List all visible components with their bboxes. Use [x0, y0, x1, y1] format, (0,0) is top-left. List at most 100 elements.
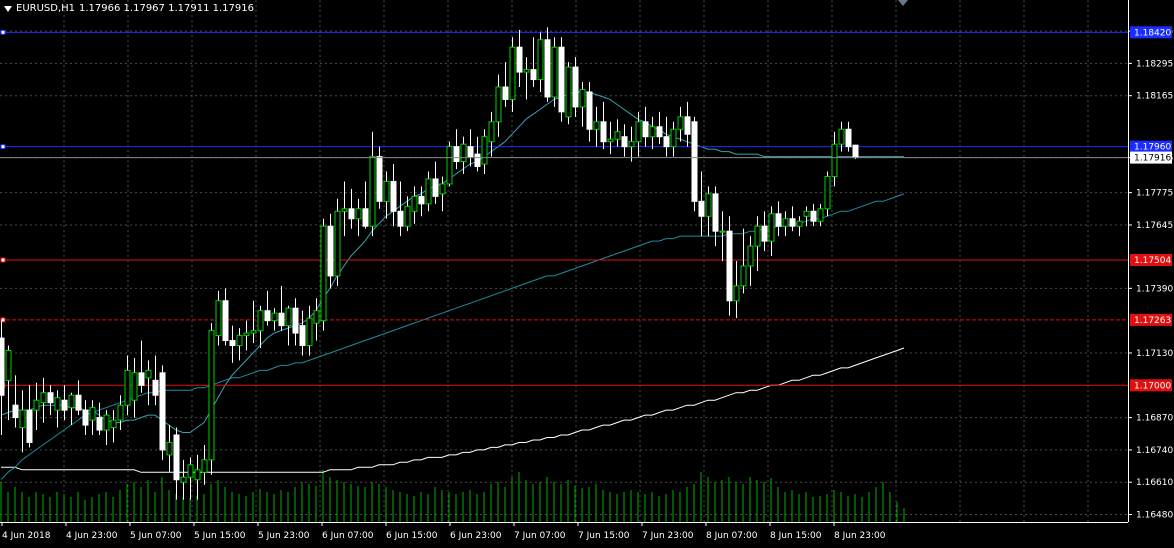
candle — [628, 126, 635, 162]
candle-body — [278, 312, 285, 327]
candle-body — [537, 39, 544, 81]
candle — [733, 261, 740, 319]
candle-body — [467, 146, 474, 158]
candle-body — [544, 39, 551, 98]
candle — [397, 181, 404, 237]
candle — [677, 106, 684, 142]
candle-body — [313, 310, 320, 324]
candle — [159, 365, 166, 460]
time-tick-label: 7 Jun 23:00 — [642, 531, 694, 541]
candle — [404, 196, 411, 232]
candle-body — [257, 310, 264, 332]
candle — [19, 390, 26, 453]
candle — [754, 216, 761, 271]
dropdown-triangle-icon[interactable] — [4, 5, 12, 12]
candle-body — [733, 285, 740, 302]
level-handle — [0, 29, 6, 35]
candle — [341, 181, 348, 237]
candle-body — [628, 141, 635, 148]
candle-body — [425, 178, 432, 205]
candle-body — [775, 213, 782, 227]
candle-body — [418, 195, 425, 205]
candle-body — [663, 136, 670, 148]
candle — [544, 27, 551, 102]
candle-body — [320, 225, 327, 322]
price-tick-label: 1.17645 — [1136, 221, 1173, 231]
candle — [565, 62, 572, 125]
candle-body — [705, 193, 712, 217]
time-tick-label: 6 Jun 07:00 — [322, 531, 374, 541]
candle-body — [432, 178, 439, 197]
candle-body — [334, 210, 341, 277]
candle-body — [355, 208, 362, 220]
candle — [166, 425, 173, 473]
candle — [285, 305, 292, 346]
candle — [236, 328, 243, 361]
candle — [852, 144, 859, 159]
candle-body — [159, 372, 166, 451]
candle — [453, 129, 460, 170]
candle-body — [33, 399, 40, 411]
candle — [33, 382, 40, 431]
candle — [551, 37, 558, 107]
candle — [726, 216, 733, 316]
candle-body — [390, 180, 397, 212]
candle — [789, 206, 796, 232]
candle-body — [26, 409, 33, 443]
level-price-tag — [1130, 26, 1172, 39]
level-price-tag — [1130, 140, 1172, 153]
candle — [383, 171, 390, 219]
candle-body — [614, 131, 621, 140]
candle-body — [488, 121, 495, 143]
candle-body — [194, 469, 201, 481]
candle — [12, 375, 19, 428]
candle-body — [124, 369, 131, 406]
candle — [635, 111, 642, 157]
candle-body — [726, 230, 733, 302]
candle-body — [208, 330, 215, 461]
candle-body — [404, 205, 411, 227]
time-tick-label: 4 Jun 23:00 — [66, 531, 118, 541]
candle — [817, 203, 824, 227]
current-price-label: 1.17916 — [1134, 154, 1171, 164]
level-price-label: 1.17504 — [1134, 256, 1171, 266]
candle-body — [187, 464, 194, 478]
price-tick-label: 1.18165 — [1136, 92, 1173, 102]
candle-body — [698, 200, 705, 217]
candle — [131, 357, 138, 418]
level-price-tag — [1130, 379, 1172, 392]
candle-body — [299, 325, 306, 347]
candle-body — [761, 225, 768, 242]
candle — [705, 186, 712, 237]
candle — [348, 188, 355, 229]
candle-body — [222, 300, 229, 342]
candle-body — [348, 208, 355, 220]
candle — [509, 37, 516, 112]
candle — [0, 320, 5, 435]
candle — [89, 400, 96, 435]
candle — [376, 146, 383, 209]
moving-average-mid — [0, 193, 905, 481]
time-tick-label: 8 Jun 07:00 — [706, 531, 758, 541]
candle-body — [677, 116, 684, 130]
candle-body — [0, 337, 5, 396]
candle-body — [40, 392, 47, 404]
candle — [103, 410, 110, 445]
candle-body — [831, 143, 838, 177]
candle-body — [82, 409, 89, 426]
candle — [796, 216, 803, 237]
candle — [292, 298, 299, 346]
candle-body — [5, 349, 12, 381]
candle-body — [670, 128, 677, 148]
candle — [838, 121, 845, 152]
candle — [502, 62, 509, 107]
candle — [117, 395, 124, 431]
candle-body — [621, 136, 628, 148]
candle-body — [649, 126, 656, 138]
price-tick-label: 1.16870 — [1136, 414, 1173, 424]
candle — [691, 116, 698, 212]
candle-body — [110, 419, 117, 429]
